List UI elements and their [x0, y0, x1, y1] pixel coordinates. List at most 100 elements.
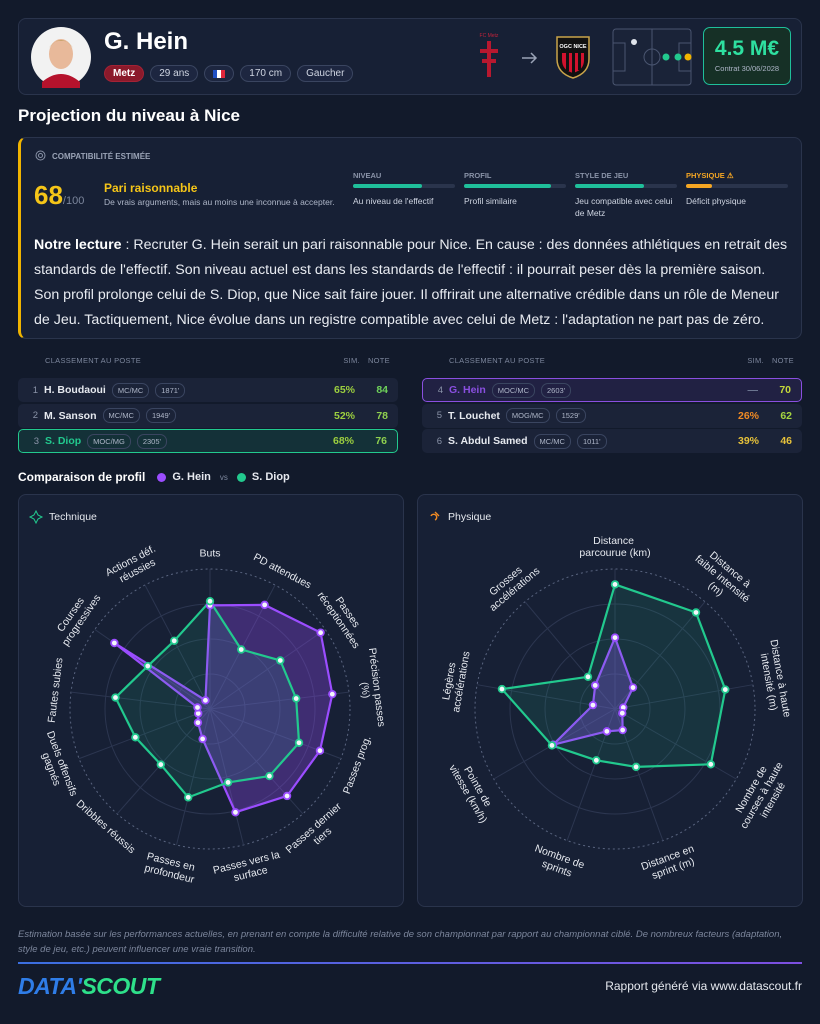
criterion-label: PHYSIQUE ⚠: [686, 171, 734, 180]
axis-label: Passes prog.: [341, 734, 374, 796]
criterion-bar: [353, 184, 423, 188]
radar-point: [193, 703, 202, 712]
flag: [213, 69, 226, 78]
criterion-text: Jeu compatible avec celui de Metz: [575, 196, 673, 218]
minutes-chip: 2305': [136, 433, 167, 449]
spoke: [209, 691, 350, 710]
radar-point: [276, 656, 285, 665]
comparison-title: Comparaison de profil: [18, 470, 146, 484]
rank: 3: [33, 435, 39, 447]
logo-part: SCOUT: [81, 973, 160, 999]
player-name: S. Abdul Samed: [448, 435, 528, 447]
target-icon: [35, 150, 46, 161]
radar-point: [315, 746, 325, 755]
position-chip: MOC/MC: [491, 382, 536, 398]
axis-label: Distance à faible intensité (m): [685, 544, 762, 617]
axis-label: Nombre de sprints: [529, 842, 589, 883]
column-header: CLASSEMENT AU POSTE: [45, 356, 142, 365]
note: 62: [780, 409, 792, 422]
grid-ring: [474, 568, 756, 850]
similarity: 52%: [333, 409, 355, 422]
axis-label-line: parcourue (km): [579, 547, 650, 559]
radar-point: [205, 596, 215, 606]
axis-label-line: Passes dernier: [283, 799, 346, 856]
radar-point: [316, 628, 325, 637]
radar-point: [328, 689, 337, 699]
radar-point: [282, 791, 292, 801]
ranking-row: 2 M. Sanson MC/MC 1949' 52% 78: [18, 403, 398, 428]
radar-point: [170, 636, 179, 646]
radar-title: Technique: [49, 511, 97, 523]
position-chip: MC/MC: [111, 382, 150, 398]
note: 70: [779, 384, 791, 396]
logo: DATA'SCOUT: [18, 973, 160, 1000]
comparison-header: Comparaison de profil G. Hein vs S. Diop: [18, 470, 290, 484]
axis-label: Nombre de courses à haute intensité: [728, 752, 798, 837]
position-chip: MC/MC: [533, 433, 571, 449]
minutes-chip: 1871': [155, 382, 186, 398]
radar-point: [547, 741, 557, 750]
radar-point: [706, 760, 715, 769]
radar-point: [237, 645, 246, 654]
radar-area: [113, 603, 334, 814]
radar-point: [691, 608, 701, 617]
age-chip: 29 ans: [150, 65, 199, 82]
price-box: 4.5 M€ Contrat 30/06/2028: [703, 27, 791, 85]
note: 46: [780, 435, 792, 447]
radar-point: [291, 694, 301, 703]
player-name: T. Louchet: [448, 409, 500, 422]
compatibility-label: COMPATIBILITÉ ESTIMÉE: [52, 152, 151, 161]
score: 68/100: [34, 180, 84, 211]
player-name: H. Boudaoui: [44, 384, 106, 396]
player-chips: Metz 29 ans 170 cm Gaucher: [104, 65, 354, 82]
radar-point: [231, 808, 240, 817]
radar-point: [110, 638, 119, 648]
radar-point: [592, 756, 601, 765]
spoke: [70, 691, 211, 710]
axis-label-line: Fautes subies: [46, 657, 66, 723]
axis-label: Fautes subies: [46, 657, 66, 723]
column-header: SIM.: [343, 356, 360, 365]
player-header: G. Hein Metz 29 ans 170 cm Gaucher FC Me…: [18, 18, 802, 95]
radar-point: [631, 762, 641, 772]
spoke: [176, 708, 211, 846]
avatar: [31, 27, 91, 88]
radar-point: [198, 734, 207, 744]
axis-label-line: Dribbles réussis: [74, 798, 138, 857]
radar-area: [500, 583, 727, 768]
ranking-row: 6 S. Abdul Samed MC/MC 1011' 39% 46: [422, 429, 802, 453]
player-name: G. Hein: [449, 384, 486, 396]
radar-point: [193, 718, 203, 727]
column-header: NOTE: [771, 356, 794, 365]
radar-point: [610, 580, 620, 589]
criterion-bar: [464, 184, 551, 188]
minutes-chip: 2603': [541, 382, 572, 398]
criterion-bar: [686, 184, 712, 188]
rank: 5: [436, 410, 442, 421]
axis-label: Buts: [199, 548, 220, 560]
rank: 1: [32, 384, 38, 396]
position-chip: MC/MC: [102, 408, 140, 423]
axis-label: Passes dernier tiers: [283, 799, 354, 865]
note: 78: [376, 409, 388, 422]
grid-ring: [69, 568, 351, 850]
minutes-chip: 1949': [145, 408, 177, 423]
price: 4.5 M€: [714, 37, 780, 60]
radar-point: [628, 683, 638, 692]
disclaimer: Estimation basée sur les performances ac…: [18, 929, 783, 955]
ranking-left: CLASSEMENT AU POSTE SIM. NOTE 1 H. Boudaoui M…: [18, 353, 398, 458]
axis-label: Passes en profondeur: [143, 850, 199, 886]
note: 84: [376, 384, 388, 396]
radar-point: [618, 725, 627, 735]
radar-point: [583, 672, 593, 682]
axis-label: Passes vers la surface: [212, 848, 287, 888]
contract: Contrat 30/06/2028: [714, 64, 780, 73]
ranking-row: 5 T. Louchet MOG/MC 1529' 26% 62: [422, 403, 802, 428]
radar-point: [602, 727, 612, 736]
note: 76: [375, 435, 387, 447]
axis-label: Précision passes (%): [354, 647, 388, 732]
radar-point: [497, 684, 507, 694]
position-chip: MOG/MC: [505, 408, 550, 423]
